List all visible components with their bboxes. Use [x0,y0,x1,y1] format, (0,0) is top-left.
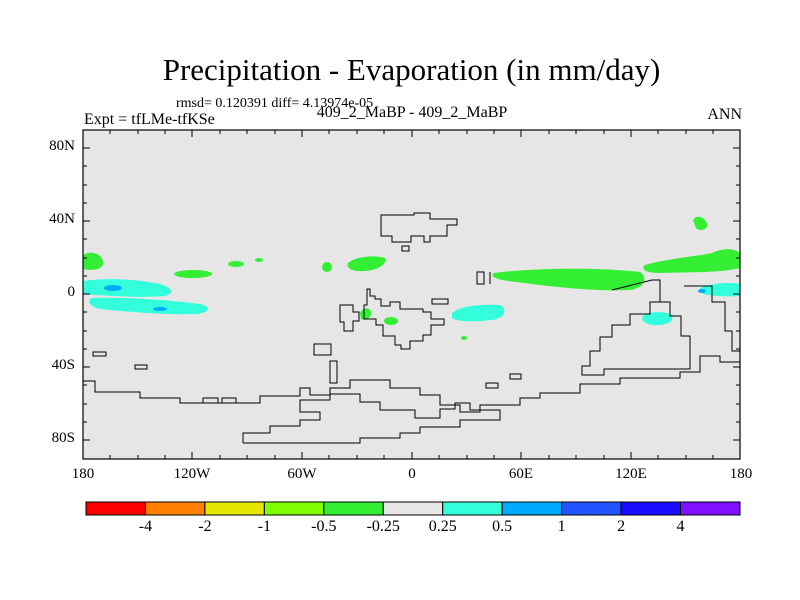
colorbar-swatch [501,501,563,516]
green-region-north-pacific-small [693,216,708,231]
green-region-indian-ocean-north [492,268,645,291]
lat-tick-0: 0 [67,284,76,300]
green-region-dateline-west [83,252,104,270]
colorbar-swatch [561,501,622,516]
case-label: 409_2_MaBP - 409_2_MaBP [316,104,508,121]
colorbar-swatch [85,501,146,516]
coastline-small-island-2 [134,364,148,370]
coastline-arabia [476,271,491,285]
colorbar-label: 1 [557,518,566,535]
colorbar-swatch [263,501,325,516]
coastline-southern-cone [329,360,338,384]
coastlines [83,212,740,444]
colorbar-label: 0.25 [428,518,457,535]
lon-tick-180w: 180 [71,466,95,482]
green-region-speck [461,336,467,340]
colorbar-label: -2 [198,518,212,535]
colorbar-swatch [680,501,741,516]
green-region-pacific-tiny [255,258,263,262]
colorbar-label: -4 [138,518,153,535]
lon-tick-0: 0 [408,466,416,482]
cyan-region-equatorial-pacific-b [89,297,208,315]
blue-region-south-pacific [153,307,167,311]
green-region-south-america-east [360,308,372,320]
lat-tick-80s: 80S [51,430,75,446]
coastline-europe [380,212,458,243]
coastline-antarctica-north [83,355,740,413]
coastline-south-america-tip [313,343,332,356]
rmsd-diff-subtitle: rmsd= 0.120391 diff= 4.13974e-05 [176,96,374,111]
colorbar-swatch [204,501,265,516]
season-label: ANN [707,106,742,123]
coastline-small-island-4 [485,373,522,389]
green-region-atlantic-north [347,256,386,272]
colorbar-label: 2 [617,518,626,535]
cyan-region-south-atlantic [452,304,505,322]
coastline-antarctica-south [242,393,501,444]
green-region-atlantic-south [384,317,398,325]
lon-tick-120w: 120W [173,466,211,482]
cyan-region-equatorial-pacific-a [83,279,172,297]
lon-tick-120e: 120E [615,466,647,482]
green-region-pacific-small [228,261,244,267]
colorbar-swatch [382,501,444,516]
negative-anomaly-regions [83,216,740,340]
chart-title: Precipitation - Evaporation (in mm/day) [162,52,661,87]
colorbar-swatch [323,501,384,516]
lon-tick-180e: 180 [729,466,753,482]
coastline-island-b [339,304,360,332]
colorbar-label: -1 [257,518,272,535]
coastline-indonesia-australia [581,279,691,376]
coastline-small-island-1 [92,351,107,357]
green-region-west-pacific [643,249,740,273]
coastline-africa [363,288,445,350]
map-background [83,130,740,459]
lat-tick-40n: 40N [49,211,75,227]
coastline-island-a [401,245,410,252]
lon-tick-60e: 60E [508,466,534,482]
colorbar-swatch [144,501,206,516]
blue-region-west-pacific [698,289,706,293]
experiment-label: Expt = tfLMe-tfKSe [84,111,215,128]
coastline-madagascar [431,298,449,305]
lat-tick-40s: 40S [51,357,75,373]
colorbar-label: -0.25 [366,518,400,535]
coastline-pacific-east [684,285,740,352]
colorbar-swatch [442,501,503,516]
colorbar-label: 4 [676,518,685,535]
lat-tick-80n: 80N [49,138,75,154]
colorbar-swatch [620,501,682,516]
cyan-region-maritime [642,312,673,326]
green-region-pacific-north [174,270,212,278]
colorbar-label: -0.5 [311,518,337,535]
blue-region-central-pacific [104,285,122,291]
green-region-caribbean [322,262,332,272]
coastline-small-island-3 [202,397,237,404]
axis-ticks [82,130,741,459]
colorbar-label: 0.5 [492,518,513,535]
colorbar [85,501,741,516]
lon-tick-60w: 60W [287,466,317,482]
